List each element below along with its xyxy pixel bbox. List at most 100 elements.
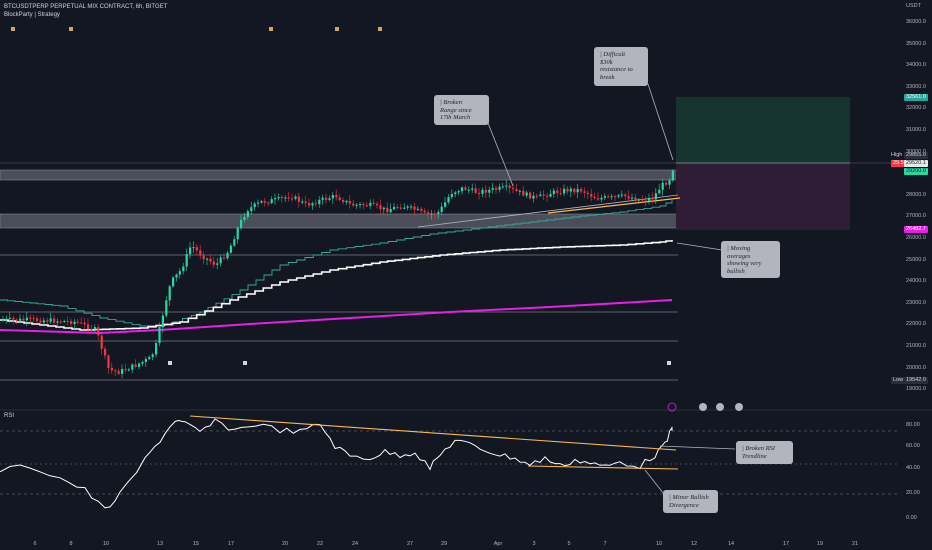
candle-body [49, 318, 52, 322]
candle-body [274, 198, 277, 200]
candle-body [617, 195, 620, 197]
time-axis-label: 8 [69, 541, 73, 547]
candle-body [522, 190, 525, 196]
candle-body [321, 197, 324, 200]
candle-body [66, 321, 69, 323]
candle-body [573, 188, 576, 193]
candle-body [535, 195, 538, 197]
candle-body [440, 206, 443, 213]
time-axis-label: 22 [316, 541, 324, 547]
candle-body [257, 202, 260, 204]
price-axis-label: 35000.0 [906, 40, 926, 47]
candle-body [314, 203, 317, 205]
candle-body [369, 202, 372, 206]
candle-body [447, 197, 450, 203]
broken-rsi-callout[interactable]: | Broken RSI Trendline [736, 441, 793, 464]
candle-body [427, 212, 430, 215]
candle-body [73, 321, 76, 324]
candle-body [138, 363, 141, 367]
symbol-title[interactable]: BTCUSDTPERP PERPETUAL MIX CONTRACT, 6h, … [4, 4, 168, 10]
strategy-name[interactable]: BlockParty | Strategy [4, 12, 60, 18]
candle-body [297, 196, 300, 202]
candle-body [226, 252, 229, 259]
candle-body [53, 318, 56, 323]
candle-body [192, 247, 195, 249]
rsi-line [0, 418, 673, 509]
strategy-marker-icon [11, 27, 15, 31]
time-axis-label: 29 [440, 541, 448, 547]
candle-body [382, 207, 385, 210]
candle-body [284, 197, 287, 199]
candle-body [359, 204, 362, 206]
price-axis-label: 26000.0 [906, 235, 926, 241]
candle-body [420, 208, 423, 211]
candle-body [260, 201, 263, 203]
moving-averages-callout[interactable]: | Moving averages showing very bullish [721, 241, 780, 278]
ma-magenta-line [0, 299, 673, 335]
candle-body [195, 247, 198, 251]
candle-body [182, 266, 185, 272]
candle-body [90, 329, 93, 331]
candle-body [189, 247, 192, 255]
candle-body [501, 186, 504, 188]
candle-body [151, 354, 154, 358]
candle-body [294, 196, 297, 199]
time-axis-label: 24 [351, 541, 359, 547]
time-axis-label: 15 [192, 541, 200, 547]
candle-body [597, 198, 600, 200]
rsi-trendline [189, 415, 677, 451]
rsi-axis-label: 40.00 [906, 465, 920, 471]
candle-body [474, 188, 477, 193]
candle-body [59, 321, 62, 323]
candle-body [107, 355, 110, 368]
candle-body [345, 200, 348, 203]
current-price-short: 29.5 [891, 160, 906, 167]
candle-body [600, 197, 603, 200]
currency-label: USDT [906, 3, 921, 9]
candle-body [212, 261, 215, 265]
event-icons[interactable] [667, 402, 743, 412]
candle-body [76, 321, 79, 323]
candle-body [355, 204, 358, 206]
candle-body [457, 191, 460, 193]
broken-range-callout[interactable]: | Broken Range since 17th March [434, 95, 489, 125]
stop-loss-zone [676, 163, 850, 230]
candle-body [141, 361, 144, 364]
candle-body [413, 206, 416, 210]
minor-bullish-divergence-callout[interactable]: | Minor Bullish Divergence [663, 490, 718, 513]
strategy-marker-icon [168, 361, 172, 365]
time-axis-label: 7 [603, 541, 607, 547]
time-axis-label: 20 [281, 541, 289, 547]
candle-body [328, 198, 331, 200]
time-axis-label: 14 [727, 541, 735, 547]
candle-body [155, 343, 158, 355]
candle-body [376, 203, 379, 206]
callout-pointer [485, 117, 514, 187]
candle-body [552, 190, 555, 195]
price-axis-label: 27000.0 [906, 213, 926, 220]
candle-body [539, 194, 542, 196]
candle-body [277, 197, 280, 199]
candle-body [379, 205, 382, 210]
candle-body [495, 188, 498, 190]
candle-body [2, 319, 5, 321]
candle-body [5, 318, 8, 320]
rsi-pane-title[interactable]: RSI [4, 413, 15, 419]
candle-body [406, 206, 409, 208]
candle-body [331, 195, 334, 199]
candle-body [505, 185, 508, 187]
candle-body [549, 194, 552, 197]
candle-body [610, 196, 613, 198]
difficult-resistance-callout[interactable]: | Difficult $30k resistance to break [594, 47, 648, 86]
candle-body [97, 327, 100, 336]
candle-body [12, 317, 15, 320]
candle-body [471, 188, 474, 190]
candle-body [464, 187, 467, 190]
candle-body [114, 370, 117, 372]
candle-body [311, 203, 314, 206]
candle-body [607, 196, 610, 198]
price-axis-label: 24000.0 [906, 278, 926, 285]
candle-body [437, 212, 440, 214]
